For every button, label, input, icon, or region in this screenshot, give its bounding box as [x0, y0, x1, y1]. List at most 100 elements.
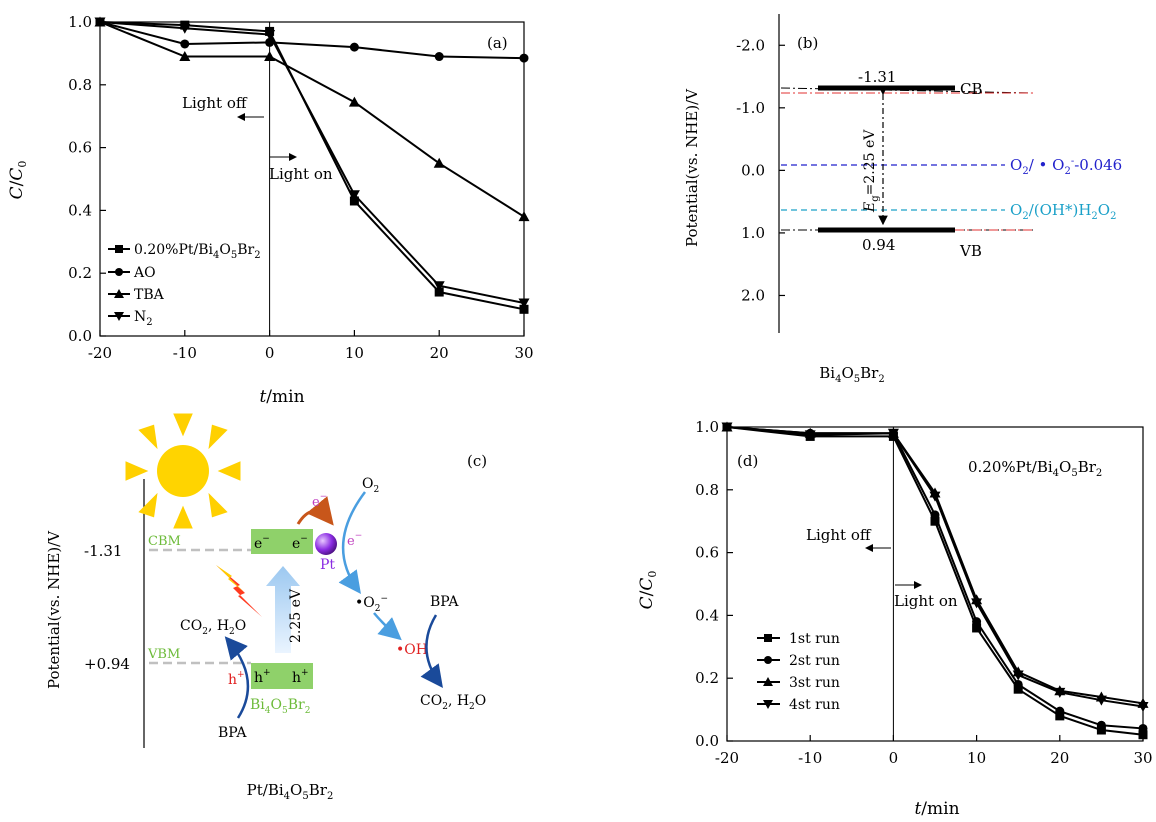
- legend-item: AO: [108, 265, 156, 281]
- panel-a-legend: 0.20%Pt/Bi4O5Br2 AO TBA N2: [108, 242, 261, 328]
- legend-label: 3st run: [789, 675, 840, 691]
- x-tick-label: 10: [967, 749, 986, 767]
- panel-b-vb-label: VB: [959, 242, 982, 260]
- legend-marker-triangle-up: [114, 289, 124, 298]
- panel-c-cbm-label: CBM: [148, 534, 181, 549]
- data-point-circle: [972, 617, 982, 627]
- panel-c-pt-label: Pt: [320, 557, 335, 573]
- data-point-triangle-down: [887, 428, 899, 439]
- panel-b-cb-value: -1.31: [858, 68, 896, 86]
- legend-item: 2st run: [757, 653, 840, 669]
- data-point-triangle-up: [348, 96, 360, 107]
- data-point-square: [764, 634, 772, 642]
- panel-b-tag: (b): [797, 34, 818, 52]
- panel-c-cbm-value: -1.31: [84, 542, 122, 560]
- panel-a-frame: [99, 21, 525, 337]
- series-line: [99, 21, 525, 305]
- data-point-square: [1096, 725, 1106, 735]
- data-point-triangle-down: [348, 190, 360, 201]
- panel-c-vb-hole: h+: [254, 668, 271, 686]
- y-tick-label: 0.8: [68, 76, 92, 94]
- data-point-triangle-up: [433, 157, 445, 168]
- x-tick-label: 10: [345, 344, 364, 362]
- x-tick-label: -10: [798, 749, 822, 767]
- panel-d-light-on-label: Light on: [894, 592, 958, 610]
- series-ao: [95, 17, 529, 63]
- sun-icon: [125, 413, 241, 529]
- panel-c-bpa-right-arrow: [420, 614, 443, 689]
- panel-c-conduction-band: [251, 529, 313, 554]
- legend-label: 4st run: [789, 697, 840, 713]
- panel-c-hydroxyl-label: •OH: [396, 642, 428, 658]
- panel-c-catalyst-label: Bi4O5Br2: [250, 697, 310, 716]
- x-tick-label: -20: [88, 344, 112, 362]
- legend-item: 4st run: [757, 697, 840, 713]
- y-tick-label: 0.2: [68, 264, 92, 282]
- data-point-circle: [764, 656, 772, 664]
- panel-a-ylabel: C/C0: [7, 161, 29, 200]
- y-tick-label: 0.6: [68, 139, 92, 157]
- series-line: [99, 21, 525, 60]
- panel-c-bpa-left: BPA: [218, 725, 247, 741]
- panel-a-xlabel: t/min: [259, 387, 304, 407]
- panel-c-electron-transfer-arrow: [296, 496, 334, 526]
- x-tick-label: 30: [514, 344, 533, 362]
- y-tick-label: 2.0: [741, 286, 765, 304]
- legend-label: N2: [134, 309, 153, 328]
- data-point-circle: [180, 39, 190, 49]
- data-point-triangle-up: [763, 677, 773, 686]
- data-point-triangle-down: [1137, 701, 1149, 712]
- data-point-triangle-down: [971, 598, 983, 609]
- series-4st-run: [721, 422, 1149, 712]
- y-tick-label: 0.4: [68, 201, 92, 219]
- panel-c-o2-reduction-arrow: [338, 491, 366, 595]
- data-point-triangle-down: [1095, 695, 1107, 706]
- data-point-square: [1055, 711, 1065, 721]
- legend-label: TBA: [134, 287, 165, 303]
- x-tick-label: 30: [1133, 749, 1152, 767]
- panel-b-h2o2-label: O2/(OH*)H2O2: [1010, 201, 1116, 222]
- data-point-circle: [1138, 723, 1148, 733]
- data-point-square: [519, 304, 529, 314]
- panel-c-bandgap-arrow: [266, 566, 300, 653]
- x-tick-label: -10: [173, 344, 197, 362]
- legend-marker-circle: [115, 268, 123, 276]
- y-tick-label: 0.6: [695, 544, 719, 562]
- data-point-circle: [1055, 706, 1065, 716]
- panel-d-chart: -20 -10 0 10 20 30 0.0 0.2 0.4 0.6 0.8 1.0 (d) 0.20…: [637, 418, 1153, 819]
- panel-d-title: 0.20%Pt/Bi4O5Br2: [968, 458, 1102, 479]
- data-point-triangle-down: [518, 298, 530, 309]
- panel-c-vbm-label: VBM: [147, 647, 180, 662]
- y-tick-label: 1.0: [741, 224, 765, 242]
- data-point-square: [1138, 730, 1148, 740]
- data-point-square: [972, 623, 982, 633]
- panel-b-gap-label: Eg=2.25 eV: [862, 129, 881, 213]
- panel-c-mechanism-diagram: (c) Potential(vs. NHE)/V -1.31 +0.94 CBM…: [45, 413, 487, 802]
- y-tick-label: -2.0: [736, 36, 765, 54]
- data-point-square: [434, 287, 444, 297]
- y-tick-label: 1.0: [68, 13, 92, 31]
- panel-c-valence-band: [251, 663, 313, 689]
- panel-c-cb-electron: e−: [292, 534, 308, 552]
- panel-c-hole-red: h+: [228, 670, 245, 688]
- panel-b-xlabel: Bi4O5Br2: [819, 364, 884, 385]
- legend-label: 2st run: [789, 653, 840, 669]
- data-point-triangle-down: [804, 430, 816, 441]
- legend-label: AO: [133, 265, 156, 281]
- legend-item: 3st run: [757, 675, 840, 691]
- data-point-triangle-down: [763, 700, 773, 709]
- panel-c-superoxide-arrow: [373, 612, 402, 641]
- data-point-triangle-down: [1012, 670, 1024, 681]
- data-point-circle: [1096, 720, 1106, 730]
- panel-c-products-right: CO2, H2O: [420, 693, 486, 712]
- lightning-icon: [216, 565, 262, 617]
- series-n2: [94, 17, 530, 309]
- panel-c-products-left: CO2, H2O: [180, 618, 246, 637]
- data-point-square: [1013, 684, 1023, 694]
- data-point-triangle-up: [518, 211, 530, 222]
- legend-label: 1st run: [789, 631, 840, 647]
- panel-b-band-diagram: -2.0 -1.0 0.0 1.0 2.0 (b) -1.31 CB O2/ • O2-…: [683, 14, 1122, 385]
- panel-c-ylabel: Potential(vs. NHE)/V: [45, 530, 63, 689]
- panel-c-electron-label: e−: [312, 492, 327, 510]
